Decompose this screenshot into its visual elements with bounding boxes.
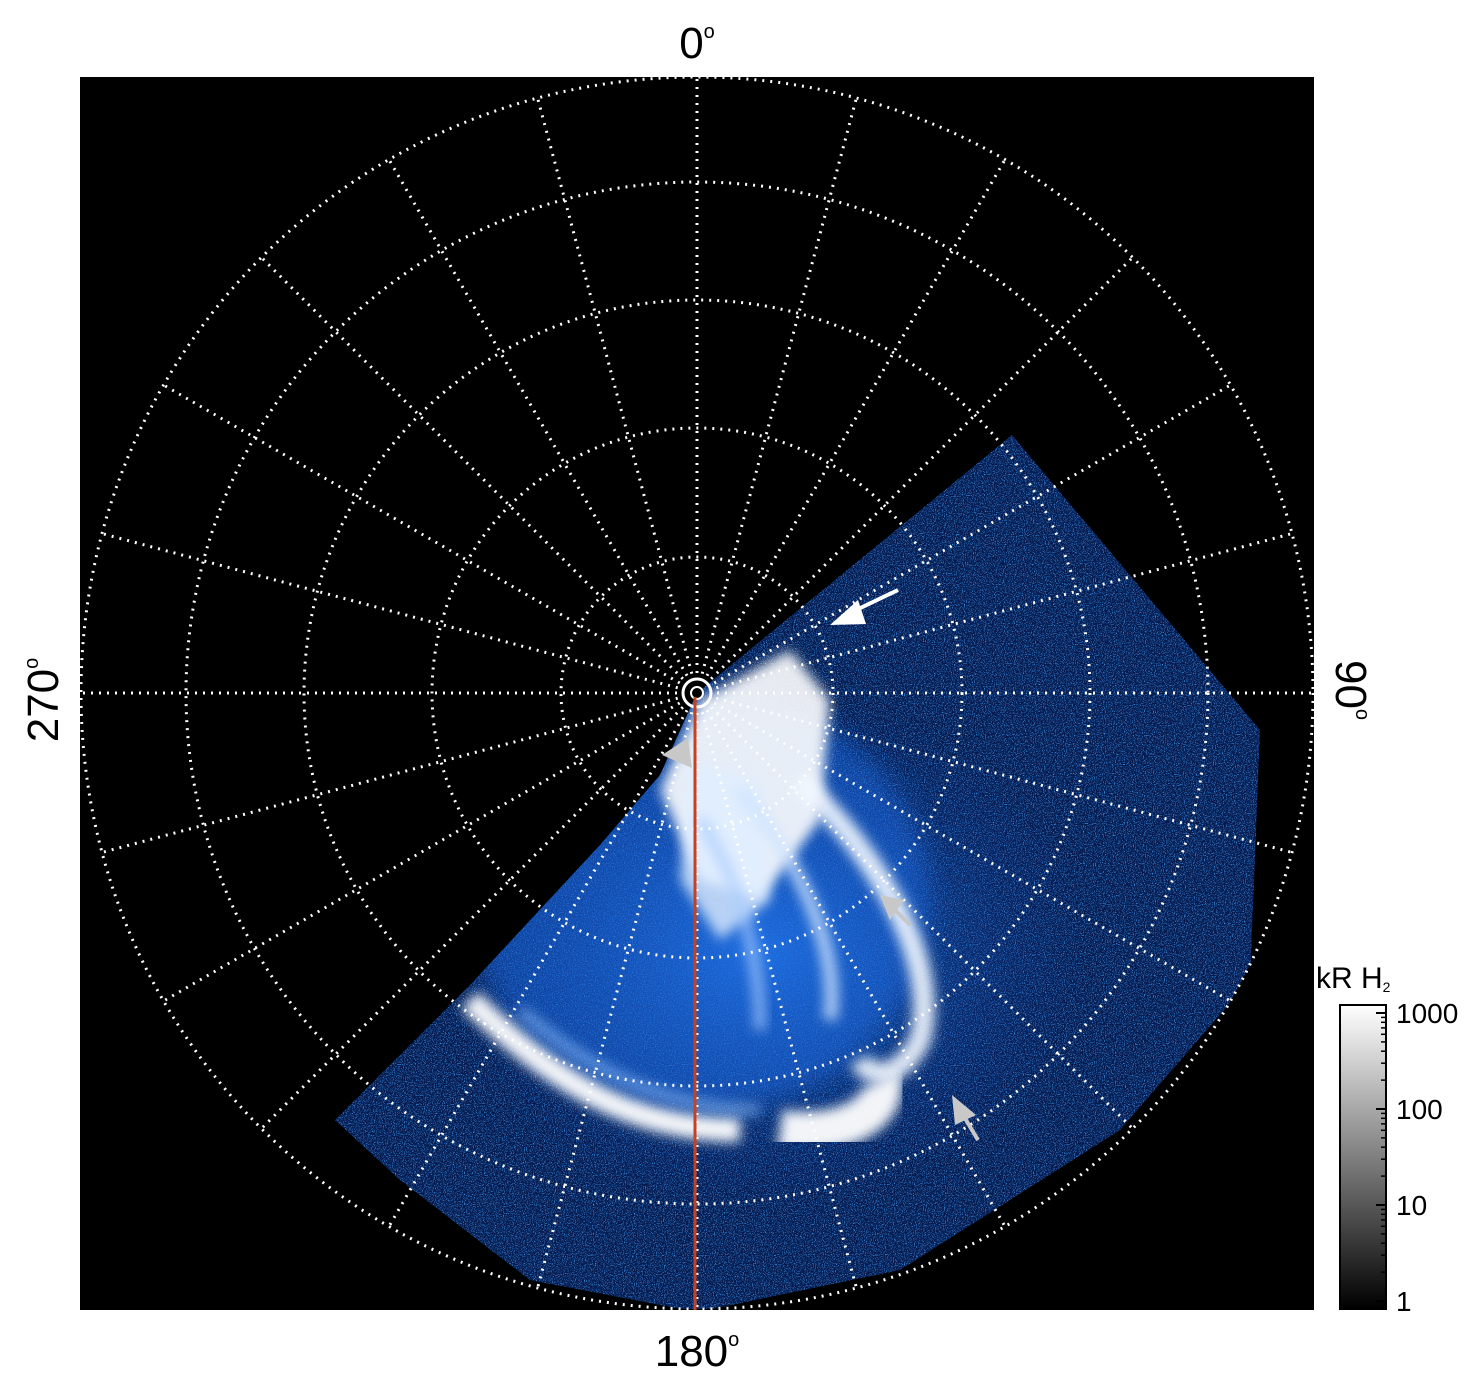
colorbar-tick-label: 10: [1396, 1190, 1427, 1221]
meridian-210: [387, 709, 689, 1228]
main-oval-bright-spot: [777, 1071, 902, 1152]
meridian-135: [710, 706, 1134, 1130]
meridian-45: [710, 256, 1134, 680]
colorbar: kR H2 1000 100 10 1: [1316, 962, 1458, 1317]
longitude-grid: [81, 77, 1313, 1309]
label-right: 90o: [1326, 660, 1375, 720]
meridian-15: [700, 97, 858, 675]
latitude-grid: [80, 77, 1314, 1310]
meridian-255: [101, 696, 679, 854]
arrow-annotation-pole: [662, 738, 692, 768]
meridian-345: [536, 97, 694, 675]
meridian-165: [700, 711, 858, 1289]
meridian-285: [101, 532, 679, 690]
meridian-30: [705, 158, 1007, 677]
label-top: 0o: [679, 19, 715, 68]
meridian-225: [260, 706, 684, 1130]
meridian-75: [715, 532, 1293, 690]
meridian-300: [162, 383, 681, 685]
arrow-annotation-east-arc: [880, 895, 912, 927]
meridian-120: [713, 701, 1232, 1003]
meridian-330: [387, 158, 689, 677]
label-bottom: 180o: [655, 1327, 740, 1376]
colorbar-tick-label: 1000: [1396, 998, 1458, 1029]
meridian-315: [260, 256, 684, 680]
label-left: 270o: [19, 658, 68, 743]
main-oval-arc-east: [792, 772, 935, 1085]
meridian-240: [162, 701, 681, 1003]
meridian-60: [713, 383, 1232, 685]
main-oval-arc-west: [461, 991, 741, 1142]
arrow-annotation-southeast: [952, 1095, 980, 1142]
arrow-annotation-north: [830, 588, 899, 625]
pole-marker: [681, 677, 713, 709]
meridian-150: [705, 709, 1007, 1228]
colorbar-tick-label: 100: [1396, 1094, 1443, 1125]
meridian-105: [715, 696, 1293, 854]
colorbar-title: kR H2: [1316, 962, 1391, 995]
meridian-195: [536, 711, 694, 1289]
colorbar-tick-label: 1: [1396, 1286, 1412, 1317]
